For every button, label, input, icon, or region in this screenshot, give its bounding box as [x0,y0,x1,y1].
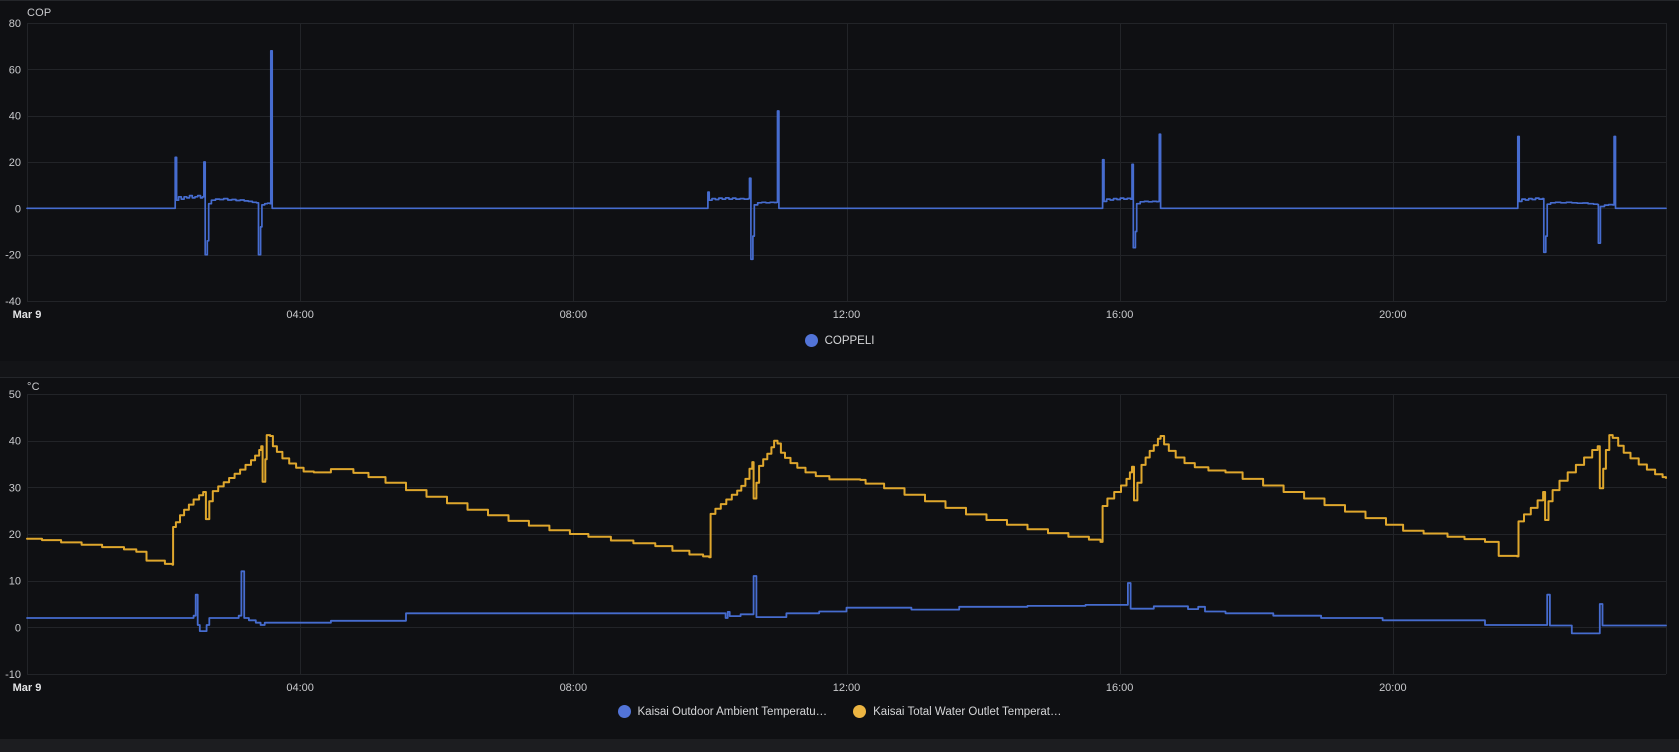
legend-item[interactable]: Kaisai Total Water Outlet Temperat… [853,705,1061,718]
series-line-kaisai-total-water-outlet-temperature[interactable] [26,434,1667,566]
y-tick-label: 0 [15,622,21,634]
legend-swatch [617,705,631,718]
y-tick-label: -40 [5,296,21,308]
x-tick-label: 08:00 [560,309,588,321]
series-line-coppeli[interactable] [26,49,1667,261]
x-tick-label: 04:00 [286,682,314,694]
cop-axis-title: COP [27,7,52,19]
x-tick-label: 04:00 [286,309,314,321]
x-tick-label: Mar 9 [13,682,42,694]
legend-swatch [804,334,818,347]
legend-label: Kaisai Outdoor Ambient Temperatu… [637,705,828,718]
y-tick-label: -10 [5,669,21,681]
x-tick-label: 12:00 [833,309,861,321]
y-tick-label: 30 [9,482,21,494]
x-tick-label: 16:00 [1106,309,1134,321]
legend-item[interactable]: Kaisai Outdoor Ambient Temperatu… [617,705,828,718]
y-tick-label: 20 [9,529,21,541]
y-tick-label: -20 [5,250,21,262]
y-tick-label: 40 [9,436,21,448]
x-tick-label: 20:00 [1379,309,1407,321]
temperature-axis-title: °C [27,381,40,393]
y-tick-label: 80 [9,18,21,30]
x-tick-label: Mar 9 [13,309,42,321]
x-tick-label: 12:00 [833,682,861,694]
temperature-legend: Kaisai Outdoor Ambient Temperatu… Kaisai … [0,705,1679,718]
y-tick-label: 50 [9,389,21,401]
legend-item[interactable]: COPPELI [804,334,875,347]
x-tick-label: 16:00 [1106,682,1134,694]
y-tick-label: 60 [9,64,21,76]
bottom-strip [0,739,1679,752]
y-tick-label: 0 [15,203,21,215]
x-tick-label: 20:00 [1379,682,1407,694]
legend-swatch [853,705,867,718]
cop-panel: COP 80 60 40 20 0 -20 -40 Mar 9 04:00 08:00 12:00 1… [0,0,1679,361]
temperature-panel: °C 50 40 30 20 10 0 -10 Mar 9 04:00 08:00 12:00 16:… [0,377,1679,752]
legend-label: COPPELI [824,334,875,347]
series-line-kaisai-outdoor-ambient-temperature[interactable] [26,570,1667,635]
y-tick-label: 40 [9,111,21,123]
y-tick-label: 20 [9,157,21,169]
cop-legend: COPPELI [0,334,1679,347]
y-tick-label: 10 [9,576,21,588]
legend-label: Kaisai Total Water Outlet Temperat… [873,705,1062,718]
x-tick-label: 08:00 [560,682,588,694]
